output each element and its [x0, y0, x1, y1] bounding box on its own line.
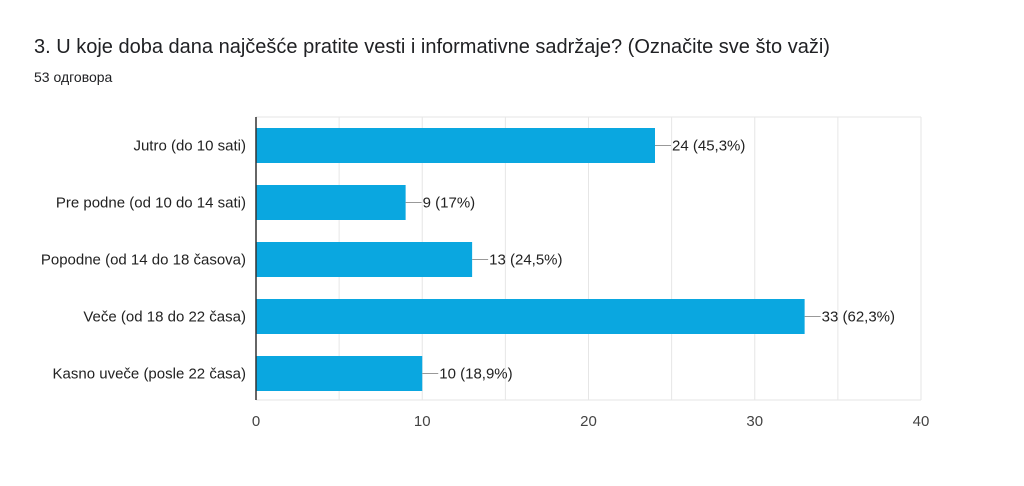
data-label: 13 (24,5%): [489, 252, 562, 269]
labels: Jutro (do 10 sati) 24 (45,3%) Pre podne (o…: [41, 138, 895, 383]
category-label: Pre podne (od 10 do 14 sati): [56, 195, 246, 212]
grid-lines: [256, 116, 922, 401]
x-tick-label: 10: [414, 413, 431, 430]
x-tick-label: 30: [746, 413, 763, 430]
category-label: Veče (od 18 do 22 časa): [83, 309, 246, 326]
x-tick-label: 40: [913, 413, 930, 430]
bar: [256, 242, 473, 277]
bar: [256, 185, 406, 220]
response-count: 53 одговора: [34, 69, 113, 85]
bar: [256, 356, 423, 391]
data-label: 9 (17%): [423, 195, 476, 212]
x-tick-label: 20: [580, 413, 597, 430]
data-label: 24 (45,3%): [672, 138, 745, 155]
bar: [256, 128, 655, 163]
data-label: 33 (62,3%): [822, 309, 895, 326]
category-label: Popodne (od 14 do 18 časova): [41, 252, 246, 269]
category-label: Kasno uveče (posle 22 časa): [53, 366, 246, 383]
question-title: 3. U koje doba dana najčešće pratite ves…: [34, 36, 830, 58]
axes: 0 10 20 30 40: [252, 117, 930, 430]
x-tick-label: 0: [252, 413, 260, 430]
data-label: 10 (18,9%): [439, 366, 512, 383]
category-label: Jutro (do 10 sati): [133, 138, 246, 155]
bar: [256, 299, 805, 334]
bars: [256, 128, 805, 391]
